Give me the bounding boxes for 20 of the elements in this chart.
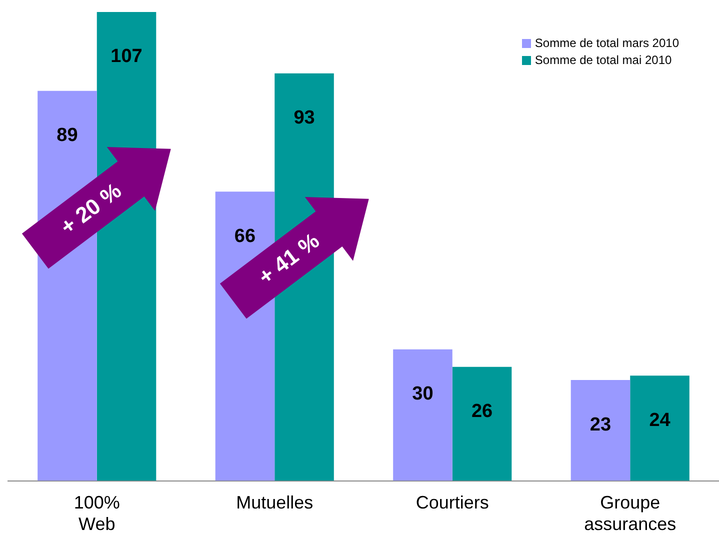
data-label: 30: [412, 384, 434, 405]
data-label: 26: [471, 401, 493, 422]
data-label: 107: [110, 46, 142, 68]
data-label: 24: [649, 410, 671, 431]
legend-label: Somme de total mars 2010: [534, 36, 679, 50]
bar: [452, 366, 512, 481]
annotation: + 20 %: [56, 178, 126, 240]
legend-label: Somme de total mai 2010: [534, 53, 672, 67]
annotation: + 41 %: [254, 226, 325, 292]
bar: [393, 349, 452, 481]
data-label: 89: [56, 125, 78, 146]
x-tick-label: Groupe assurances: [584, 492, 676, 534]
x-tick-label: Courtiers: [416, 492, 489, 513]
data-label: 66: [234, 226, 256, 247]
bar: [630, 376, 690, 481]
x-tick-label: Mutuelles: [236, 492, 314, 513]
x-tick-label: 100% Web: [74, 492, 120, 534]
data-label: 23: [590, 414, 612, 436]
data-label: 93: [294, 108, 315, 129]
bar: [570, 380, 630, 481]
